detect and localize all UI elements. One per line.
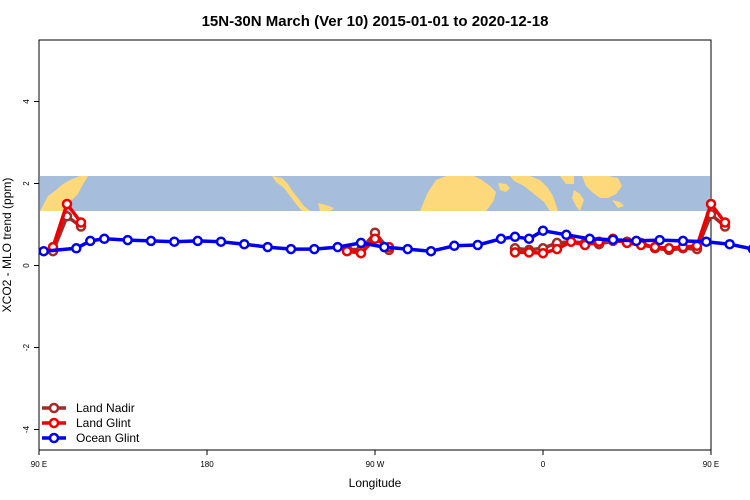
y-tick-label: -2 xyxy=(22,343,31,351)
data-point xyxy=(701,236,712,247)
land-mass-2 xyxy=(272,176,310,211)
data-point xyxy=(369,233,381,245)
x-axis-label: Longitude xyxy=(349,476,402,490)
data-point xyxy=(402,243,413,255)
data-point xyxy=(341,245,353,257)
data-point xyxy=(75,217,87,228)
data-point xyxy=(724,238,735,250)
data-point xyxy=(332,241,343,253)
data-point xyxy=(285,243,297,255)
legend-label: Land Nadir xyxy=(76,401,135,415)
data-point xyxy=(309,243,320,255)
data-point xyxy=(523,233,535,245)
y-axis-label: XCO2 - MLO trend (ppm) xyxy=(0,178,14,313)
series-ocean-glint xyxy=(38,225,750,257)
data-point xyxy=(355,247,367,259)
data-point xyxy=(565,236,577,247)
data-point xyxy=(654,234,665,246)
data-point xyxy=(649,241,661,253)
legend-marker xyxy=(48,417,60,429)
data-point xyxy=(561,229,572,241)
data-point xyxy=(537,247,549,259)
land-mass-6 xyxy=(510,176,558,211)
data-point xyxy=(192,235,203,247)
x-tick-label: 90 E xyxy=(31,460,47,469)
legend-marker xyxy=(48,432,60,444)
data-point xyxy=(355,237,367,249)
x-axis: 90 E 180 90 W 0 90 E xyxy=(31,450,719,469)
data-point xyxy=(262,241,273,253)
chart-title: 15N-30N March (Ver 10) 2015-01-01 to 202… xyxy=(202,13,549,30)
y-axis: -4 -2 0 2 4 xyxy=(22,99,39,433)
data-point xyxy=(239,238,250,250)
world-map-band xyxy=(40,176,710,211)
data-point xyxy=(85,235,96,247)
land-mass-3 xyxy=(318,203,334,211)
data-point xyxy=(425,245,437,257)
data-point xyxy=(509,247,521,258)
legend-item: Ocean Glint xyxy=(42,431,140,445)
data-point xyxy=(38,245,49,257)
land-mass-7 xyxy=(572,190,584,211)
data-point xyxy=(537,225,549,236)
x-tick-label: 0 xyxy=(541,460,546,469)
data-point xyxy=(472,239,483,251)
data-point xyxy=(71,243,82,254)
land-mass-8 xyxy=(582,176,622,198)
y-tick-label: 4 xyxy=(22,99,31,104)
data-point xyxy=(61,198,73,210)
data-point xyxy=(145,235,157,247)
data-point xyxy=(719,217,731,228)
data-point xyxy=(495,233,507,245)
legend-marker xyxy=(48,402,60,414)
data-point xyxy=(584,233,595,245)
x-tick-label: 180 xyxy=(200,460,214,469)
land-mass-10 xyxy=(560,176,574,184)
data-point xyxy=(122,234,133,246)
y-tick-label: 2 xyxy=(22,181,31,186)
y-tick-label: -4 xyxy=(22,425,31,433)
legend-item: Land Nadir xyxy=(42,401,135,415)
legend-label: Land Glint xyxy=(76,416,131,430)
data-point xyxy=(705,198,717,210)
data-point xyxy=(631,235,642,247)
land-mass-9 xyxy=(612,200,624,208)
x-tick-label: 90 E xyxy=(703,460,719,469)
data-point xyxy=(663,243,675,254)
x-tick-label: 90 W xyxy=(366,460,385,469)
data-point xyxy=(551,243,563,255)
data-point xyxy=(607,234,619,245)
data-point xyxy=(449,240,460,252)
land-mass-4 xyxy=(420,176,496,211)
data-point xyxy=(99,233,110,245)
data-point xyxy=(379,241,390,253)
data-point xyxy=(215,236,227,247)
data-point xyxy=(509,231,521,243)
land-mass-5 xyxy=(498,183,510,192)
series-layer xyxy=(38,198,750,259)
data-point xyxy=(677,235,689,247)
y-tick-label: 0 xyxy=(22,263,31,268)
legend-label: Ocean Glint xyxy=(76,431,140,445)
data-point xyxy=(169,236,180,247)
data-point xyxy=(523,247,535,258)
land-mass-1 xyxy=(40,176,88,211)
legend-item: Land Glint xyxy=(42,416,131,430)
